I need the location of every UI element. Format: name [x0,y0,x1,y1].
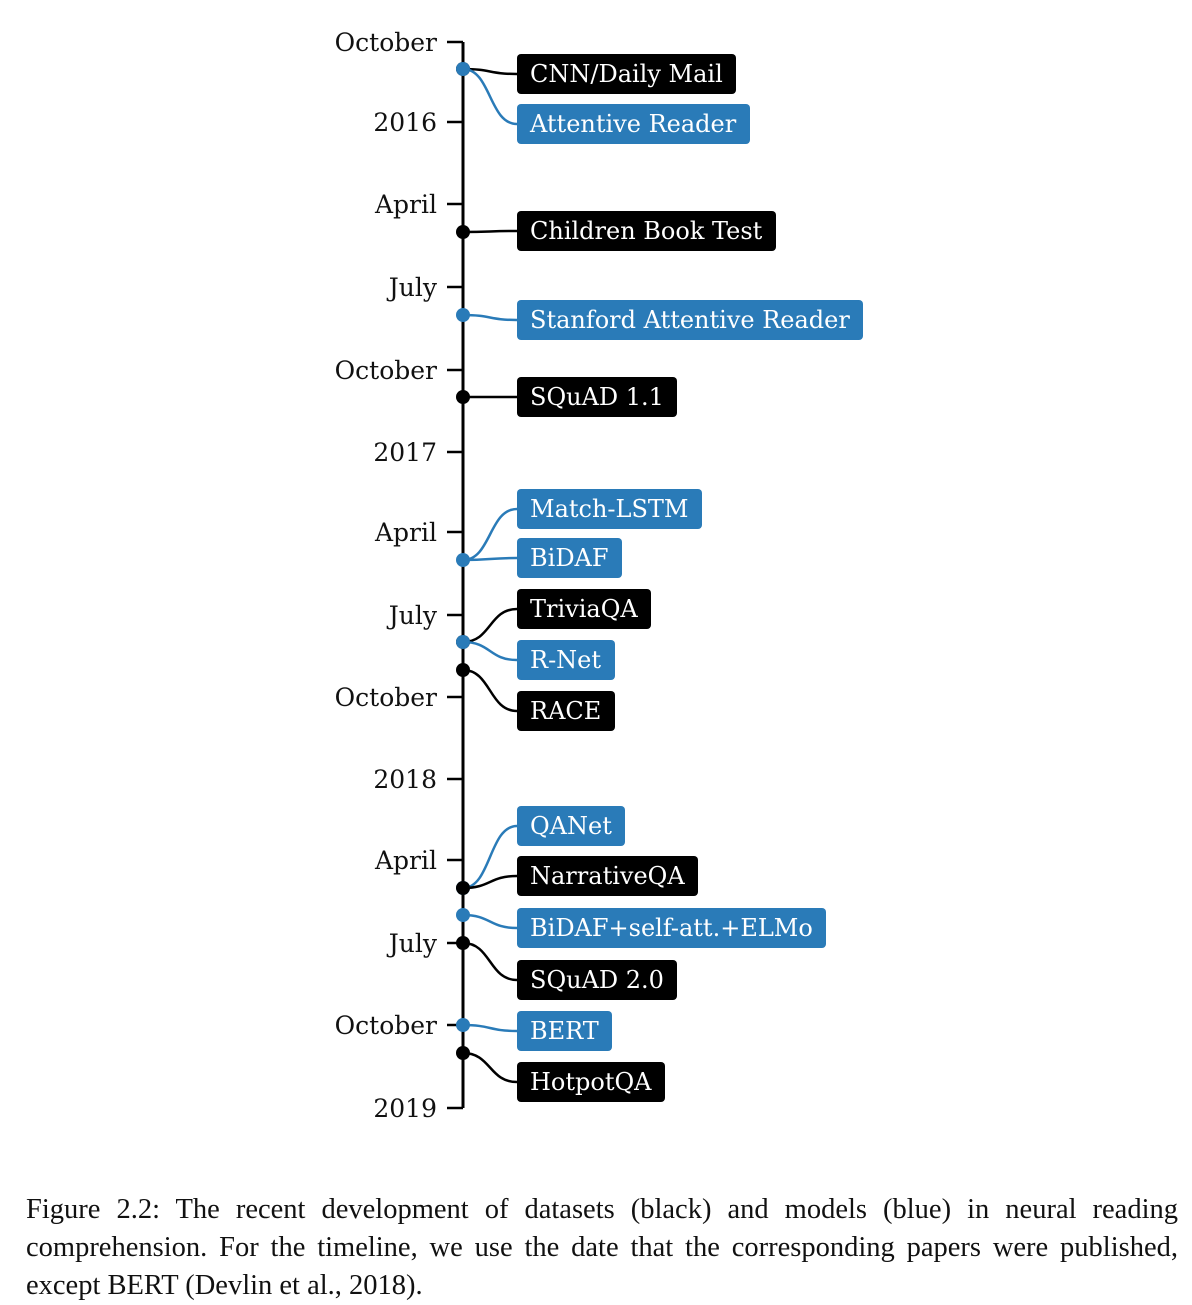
axis-tick-label: April [374,190,437,219]
axis-tick-label: 2019 [373,1094,437,1123]
event-dot [456,308,470,322]
event-label: SQuAD 2.0 [530,966,664,994]
axis-tick-label: April [374,846,437,875]
event-dot [456,881,470,895]
event-label: Match-LSTM [530,495,689,523]
event-box-bert: BERT [517,1011,612,1051]
event-label: R-Net [530,646,601,674]
event-box-bg [517,1062,665,1102]
connector-squad-2-0 [462,941,518,982]
event-dots [456,62,470,1060]
event-box-attentive-reader: Attentive Reader [517,104,750,144]
event-boxes: CNN/Daily Mail Attentive Reader Children B… [517,54,863,1102]
event-box-children-book-test: Children Book Test [517,211,776,251]
event-dot [456,663,470,677]
event-dot [456,1018,470,1032]
connector-match-lstm [462,507,518,562]
event-dot [456,908,470,922]
connector-bert [462,1023,518,1033]
event-box-r-net: R-Net [517,640,615,680]
event-label: HotpotQA [530,1068,652,1096]
connector-hotpotqa [462,1051,518,1084]
event-label: SQuAD 1.1 [530,383,664,411]
axis-tick-label: July [386,601,438,630]
event-box-narrativeqa: NarrativeQA [517,856,698,896]
axis-tick-label: October [335,683,437,712]
event-label: BiDAF [530,544,609,572]
event-dot [456,225,470,239]
event-label: NarrativeQA [530,862,685,890]
axis-ticks: October 2016 April July October 2017 April July… [335,28,463,1123]
event-dot [456,390,470,404]
event-box-bg [517,211,776,251]
event-box-bg [517,908,826,948]
event-label: Attentive Reader [529,110,737,138]
connector-stanford-attentive-reader [462,313,518,322]
connector-triviaqa [462,607,518,644]
event-dot [456,936,470,950]
event-label: BERT [530,1017,599,1045]
axis-tick-label: October [335,1011,437,1040]
event-dot [456,1046,470,1060]
connector-attentive-reader [462,67,518,126]
event-label: BiDAF+self-att.+ELMo [530,914,813,942]
event-box-match-lstm: Match-LSTM [517,489,702,529]
event-label: TriviaQA [530,595,638,623]
event-dot [456,635,470,649]
event-box-bidaf: BiDAF [517,538,622,578]
axis-tick-label: July [386,273,438,302]
axis-tick-label: 2018 [373,765,437,794]
event-box-bg [517,538,622,578]
axis-tick-label: July [386,929,438,958]
event-dot [456,553,470,567]
event-box-bg [517,960,677,1000]
event-box-bg [517,377,677,417]
axis-tick-label: October [335,356,437,385]
event-box-bg [517,489,702,529]
event-box-qanet: QANet [517,806,625,846]
event-label: Stanford Attentive Reader [530,306,850,334]
axis-tick-label: 2016 [373,108,437,137]
event-box-bg [517,300,863,340]
figure-caption: Figure 2.2: The recent development of da… [26,1193,1178,1301]
event-label: QANet [530,812,612,840]
event-box-cnn-daily-mail: CNN/Daily Mail [517,54,736,94]
connector-race [462,668,518,713]
connector-r-net [462,640,518,662]
event-box-bg [517,104,750,144]
event-connectors [462,67,518,1084]
axis-tick-label: April [374,518,437,547]
connector-bidaf-self-att-elmo [462,913,518,930]
axis-tick-label: October [335,28,437,57]
event-box-race: RACE [517,691,615,731]
event-box-squad-2-0: SQuAD 2.0 [517,960,677,1000]
axis-tick-label: 2017 [373,438,437,467]
event-box-squad-1-1: SQuAD 1.1 [517,377,677,417]
event-box-bg [517,856,698,896]
event-box-stanford-attentive-reader: Stanford Attentive Reader [517,300,863,340]
event-label: RACE [530,697,601,725]
event-box-bg [517,640,615,680]
connector-children-book-test [462,229,518,234]
connector-qanet [462,824,518,890]
timeline-diagram: October 2016 April July October 2017 April July… [335,28,863,1123]
event-box-bg [517,691,615,731]
event-box-bidaf-self-att-elmo: BiDAF+self-att.+ELMo [517,908,826,948]
event-label: CNN/Daily Mail [530,60,723,88]
event-dot [456,62,470,76]
event-label: Children Book Test [530,217,763,245]
event-box-bg [517,589,651,629]
event-box-bg [517,54,736,94]
event-box-triviaqa: TriviaQA [517,589,651,629]
event-box-hotpotqa: HotpotQA [517,1062,665,1102]
event-box-bg [517,806,625,846]
event-box-bg [517,1011,612,1051]
